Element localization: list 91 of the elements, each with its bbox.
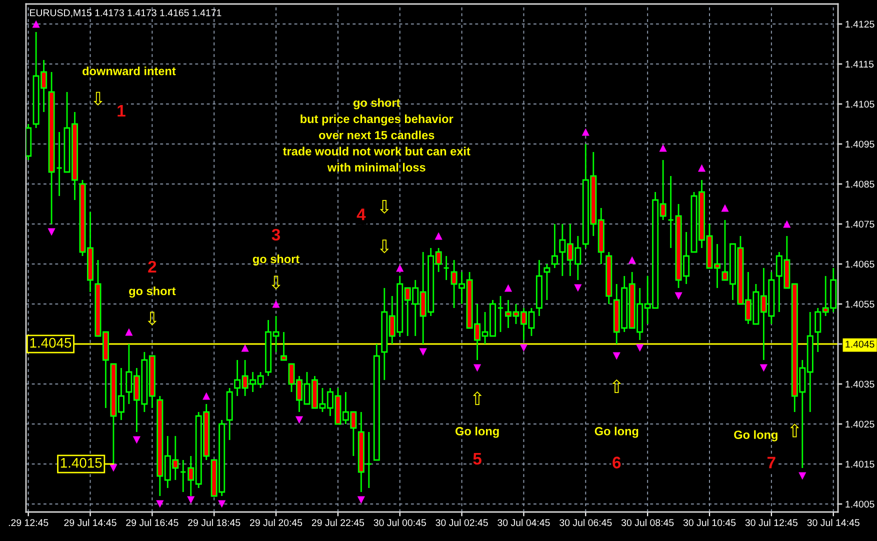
annotation: 1	[118, 105, 126, 117]
point	[582, 128, 590, 136]
annotation: go short	[129, 286, 176, 298]
x-tick-label: 30 Jul 00:45	[374, 518, 426, 526]
point	[156, 500, 164, 508]
x-tick-label: 29 Jul 14:45	[64, 518, 116, 526]
annotation: 4	[356, 208, 366, 220]
y-tick-label: 1.4055	[846, 300, 874, 308]
x-tick-label: .29 12:45	[8, 519, 48, 526]
annotation: ⇧	[790, 424, 800, 438]
annotation: go short but price changes behavior over next 15 candles trade would not work but can exit with minimal loss	[282, 98, 470, 172]
annotation: go short	[252, 254, 300, 266]
point	[295, 416, 304, 424]
point	[721, 204, 729, 212]
chart-title: EURUSD,M15 1.4173 1.4173 1.4165 1.4171	[30, 9, 222, 18]
y-tick-label: 1.4035	[846, 380, 874, 388]
point	[357, 496, 365, 504]
annotation: 5	[473, 453, 482, 465]
candlestick	[366, 431, 372, 489]
x-tick-label: 30 Jul 04:45	[498, 518, 550, 526]
point	[783, 220, 791, 228]
annotation: Go long	[734, 430, 778, 442]
point	[434, 232, 442, 240]
x-tick-label: 29 Jul 22:45	[312, 518, 364, 526]
annotation: ⇩	[94, 92, 103, 106]
annotation: ⇩	[148, 312, 157, 326]
point	[218, 500, 226, 508]
point	[272, 300, 280, 308]
y-tick-label: 1.4095	[846, 140, 874, 148]
annotation: 3	[272, 228, 280, 241]
point	[760, 364, 768, 372]
point	[798, 472, 806, 480]
point	[628, 256, 636, 264]
point	[504, 284, 512, 292]
annotation: ⇩	[380, 240, 389, 254]
x-tick-label: 29 Jul 20:45	[250, 518, 302, 526]
candlestick	[668, 175, 674, 249]
point	[396, 264, 404, 272]
point	[32, 20, 40, 28]
point	[241, 344, 249, 352]
ref-line-label: 1.4045	[30, 338, 72, 348]
y-tick-label: 1.4085	[846, 180, 874, 188]
point	[473, 364, 482, 372]
point	[110, 464, 118, 472]
point	[187, 496, 195, 504]
y-tick-label: 1.4005	[846, 500, 874, 508]
x-tick-label: 29 Jul 16:45	[126, 518, 178, 526]
y-tick-label: 1.4125	[846, 20, 874, 28]
candlestick	[544, 263, 550, 301]
annotation: downward intent	[82, 66, 176, 76]
point	[659, 144, 667, 152]
point	[419, 348, 427, 356]
y-tick-label: 1.4075	[846, 220, 874, 228]
annotation: ⇩	[272, 276, 280, 290]
point	[612, 352, 620, 360]
x-tick-label: 30 Jul 02:45	[436, 518, 488, 526]
y-tick-label: 1.4025	[846, 420, 874, 428]
point	[636, 344, 644, 352]
y-tick-label: 1.4045	[846, 340, 874, 348]
annotation: 2	[148, 260, 156, 272]
candlestick	[497, 295, 504, 333]
x-tick-label: 30 Jul 10:45	[683, 518, 736, 526]
candlestick	[280, 331, 288, 361]
x-tick-label: 30 Jul 12:45	[745, 518, 798, 526]
x-tick-label: 30 Jul 14:45	[807, 518, 860, 526]
candlestick	[551, 223, 558, 269]
point	[132, 436, 140, 444]
annotation: ⇩	[380, 200, 389, 214]
annotation: Go long	[594, 426, 638, 438]
annotation: 1.4015	[60, 458, 102, 468]
y-tick-label: 1.4015	[846, 460, 874, 468]
candlestick	[180, 459, 186, 493]
y-tick-label: 1.4105	[846, 100, 874, 108]
annotation: 6	[612, 456, 621, 468]
y-tick-label: 1.4115	[846, 60, 874, 68]
point	[125, 328, 133, 336]
x-tick-label: 30 Jul 08:45	[621, 518, 674, 526]
point	[202, 392, 210, 400]
y-tick-label: 1.4065	[846, 260, 874, 268]
point	[574, 284, 582, 292]
point	[674, 292, 682, 300]
point	[520, 344, 528, 352]
annotation: ⇧	[612, 379, 622, 394]
point	[48, 228, 56, 236]
annotation: 7	[768, 456, 776, 468]
x-tick-label: 30 Jul 06:45	[560, 518, 612, 526]
annotation: ⇧	[472, 391, 482, 405]
point	[698, 164, 706, 172]
annotation: Go long	[456, 426, 499, 438]
candlestick	[443, 255, 450, 281]
x-tick-label: 29 Jul 18:45	[188, 518, 240, 526]
